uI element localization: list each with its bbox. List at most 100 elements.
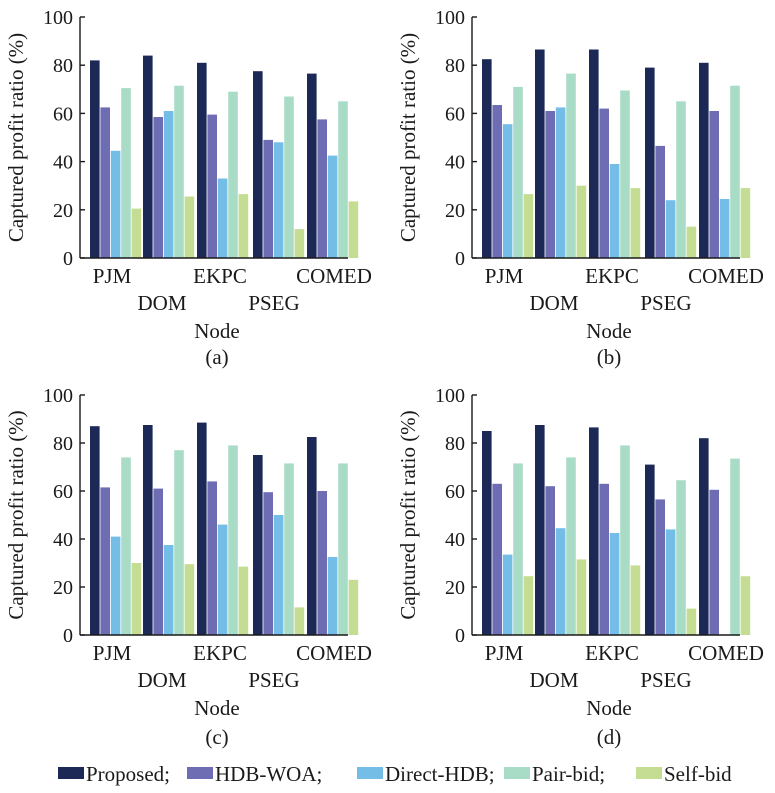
- x-tick-label-dom: DOM: [137, 291, 186, 315]
- panel-caption: (d): [597, 725, 622, 749]
- x-tick-label-pjm: PJM: [485, 641, 524, 665]
- y-axis-label: Captured profit ratio (%): [396, 33, 420, 242]
- y-tick-label: 60: [445, 103, 465, 125]
- legend-label-pair-bid: Pair-bid;: [532, 762, 605, 786]
- y-axis-label: Captured profit ratio (%): [4, 33, 28, 242]
- bar-direct-hdb-dom: [555, 107, 566, 259]
- bar-proposed-ekpc: [197, 62, 207, 258]
- bar-hdb-woa-pjm: [100, 107, 110, 259]
- bar-hdb-woa-comed: [709, 111, 719, 258]
- x-tick-label-pseg: PSEG: [640, 291, 691, 315]
- x-tick-label-ekpc: EKPC: [585, 641, 639, 665]
- y-tick-label: 60: [445, 481, 465, 503]
- bar-direct-hdb-comed: [719, 199, 730, 258]
- x-tick-label-ekpc: EKPC: [193, 264, 247, 288]
- bar-pair-bid-pseg: [284, 463, 294, 635]
- bar-pair-bid-dom: [174, 450, 184, 635]
- bar-pair-bid-ekpc: [620, 445, 630, 635]
- bar-hdb-woa-comed: [317, 491, 327, 635]
- y-tick-label: 80: [53, 55, 73, 77]
- bar-self-bid-dom: [184, 196, 195, 258]
- x-tick-label-pjm: PJM: [485, 264, 524, 288]
- x-axis-label: Node: [586, 319, 632, 343]
- bar-pair-bid-pseg: [676, 101, 686, 258]
- bar-self-bid-pjm: [523, 194, 534, 258]
- bar-hdb-woa-pseg: [263, 492, 273, 635]
- bar-proposed-dom: [535, 425, 545, 635]
- y-axis-label: Captured profit ratio (%): [4, 410, 28, 619]
- bar-hdb-woa-ekpc: [207, 114, 217, 258]
- y-tick-label: 40: [53, 152, 73, 174]
- bar-hdb-woa-pseg: [655, 499, 665, 635]
- bar-self-bid-pseg: [686, 608, 697, 635]
- x-tick-label-dom: DOM: [529, 668, 578, 692]
- x-tick-label-comed: COMED: [688, 264, 764, 288]
- bar-self-bid-pjm: [523, 576, 534, 635]
- bar-hdb-woa-pseg: [655, 145, 665, 258]
- bar-hdb-woa-pjm: [100, 487, 110, 635]
- bar-self-bid-ekpc: [630, 565, 641, 635]
- bar-pair-bid-pseg: [676, 480, 686, 635]
- bar-proposed-pseg: [645, 67, 655, 258]
- legend-swatch-proposed: [58, 767, 84, 779]
- bar-proposed-pjm: [482, 59, 492, 259]
- bar-pair-bid-comed: [338, 101, 348, 258]
- bar-pair-bid-comed: [730, 85, 740, 258]
- bar-direct-hdb-ekpc: [217, 178, 228, 258]
- legend-label-proposed: Proposed;: [86, 762, 170, 786]
- x-tick-label-pseg: PSEG: [640, 668, 691, 692]
- bar-pair-bid-pjm: [513, 86, 523, 259]
- y-tick-label: 60: [53, 481, 73, 503]
- bar-proposed-comed: [307, 437, 317, 635]
- bar-direct-hdb-dom: [555, 528, 566, 635]
- bar-self-bid-comed: [740, 576, 751, 635]
- bar-self-bid-comed: [348, 201, 359, 258]
- bar-proposed-pjm: [90, 60, 100, 259]
- y-axis-label: Captured profit ratio (%): [396, 410, 420, 619]
- bar-direct-hdb-ekpc: [217, 524, 228, 635]
- bar-direct-hdb-dom: [163, 545, 174, 635]
- bar-direct-hdb-ekpc: [609, 164, 620, 258]
- bar-self-bid-pseg: [686, 226, 697, 258]
- bar-pair-bid-dom: [566, 73, 576, 258]
- bar-self-bid-pseg: [294, 607, 305, 635]
- y-tick-label: 100: [435, 385, 465, 407]
- bar-pair-bid-ekpc: [228, 445, 238, 635]
- x-tick-label-ekpc: EKPC: [585, 264, 639, 288]
- bar-self-bid-ekpc: [238, 566, 249, 635]
- bar-direct-hdb-comed: [327, 557, 338, 635]
- legend-label-hdb-woa: HDB-WOA;: [215, 762, 322, 786]
- bar-pair-bid-pjm: [513, 463, 523, 635]
- y-tick-label: 100: [43, 7, 73, 29]
- bar-proposed-pjm: [90, 426, 100, 635]
- bar-direct-hdb-dom: [163, 111, 174, 258]
- bar-proposed-ekpc: [197, 422, 207, 635]
- bar-hdb-woa-dom: [545, 111, 555, 258]
- bar-pair-bid-comed: [730, 458, 740, 635]
- legend-label-self-bid: Self-bid: [664, 762, 732, 786]
- x-tick-label-pseg: PSEG: [248, 291, 299, 315]
- bar-proposed-dom: [143, 55, 153, 258]
- x-axis-label: Node: [586, 696, 632, 720]
- bar-hdb-woa-pjm: [492, 105, 502, 258]
- bar-proposed-pjm: [482, 431, 492, 635]
- y-tick-label: 100: [43, 385, 73, 407]
- y-tick-label: 80: [53, 433, 73, 455]
- bar-pair-bid-pseg: [284, 96, 294, 258]
- bar-self-bid-comed: [348, 579, 359, 635]
- bar-self-bid-dom: [576, 559, 587, 635]
- bar-proposed-comed: [699, 438, 709, 635]
- x-tick-label-pjm: PJM: [93, 641, 132, 665]
- bar-self-bid-ekpc: [238, 194, 249, 258]
- x-tick-label-pjm: PJM: [93, 264, 132, 288]
- bar-self-bid-dom: [576, 185, 587, 258]
- y-tick-label: 40: [445, 529, 465, 551]
- bar-pair-bid-dom: [566, 457, 576, 635]
- legend-swatch-direct-hdb: [357, 767, 383, 779]
- bar-pair-bid-pjm: [121, 88, 131, 258]
- panel-caption: (c): [205, 725, 228, 749]
- bar-hdb-woa-pjm: [492, 483, 502, 635]
- bar-hdb-woa-comed: [709, 489, 719, 635]
- legend-swatch-hdb-woa: [187, 767, 213, 779]
